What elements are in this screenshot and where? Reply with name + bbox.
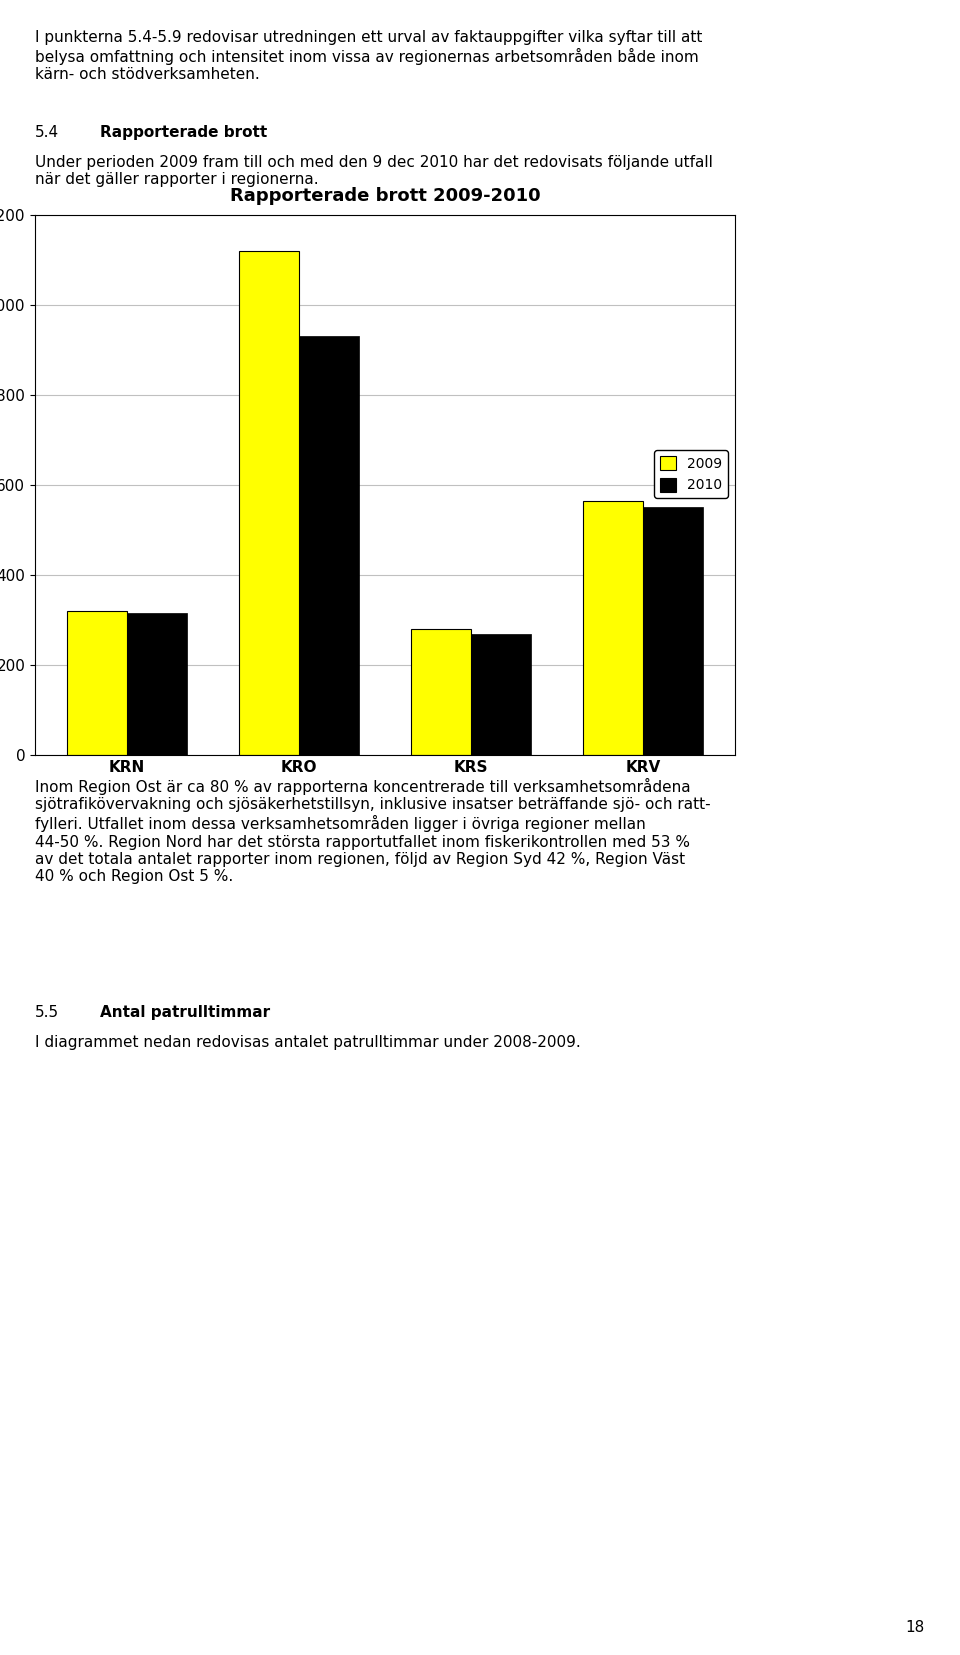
Bar bbox=[411, 629, 471, 755]
Bar bbox=[299, 336, 359, 755]
Text: Rapporterade brott: Rapporterade brott bbox=[100, 126, 267, 141]
Text: Inom Region Ost är ca 80 % av rapporterna koncentrerade till verksamhetsområdena: Inom Region Ost är ca 80 % av rapportern… bbox=[35, 778, 710, 884]
Bar bbox=[127, 614, 187, 755]
Legend: 2009, 2010: 2009, 2010 bbox=[654, 450, 728, 498]
Text: 5.5: 5.5 bbox=[35, 1005, 60, 1019]
Text: I punkterna 5.4-5.9 redovisar utredningen ett urval av faktauppgifter vilka syft: I punkterna 5.4-5.9 redovisar utredninge… bbox=[35, 30, 703, 83]
Bar bbox=[471, 634, 531, 755]
Bar bbox=[643, 508, 703, 755]
Bar bbox=[67, 611, 127, 755]
Text: I diagrammet nedan redovisas antalet patrulltimmar under 2008-2009.: I diagrammet nedan redovisas antalet pat… bbox=[35, 1034, 581, 1049]
Title: Rapporterade brott 2009-2010: Rapporterade brott 2009-2010 bbox=[229, 187, 540, 205]
Text: Antal patrulltimmar: Antal patrulltimmar bbox=[100, 1005, 270, 1019]
Text: 5.4: 5.4 bbox=[35, 126, 60, 141]
Bar bbox=[239, 252, 299, 755]
Bar bbox=[583, 501, 643, 755]
Text: Under perioden 2009 fram till och med den 9 dec 2010 har det redovisats följande: Under perioden 2009 fram till och med de… bbox=[35, 156, 713, 187]
Text: 18: 18 bbox=[905, 1620, 925, 1635]
